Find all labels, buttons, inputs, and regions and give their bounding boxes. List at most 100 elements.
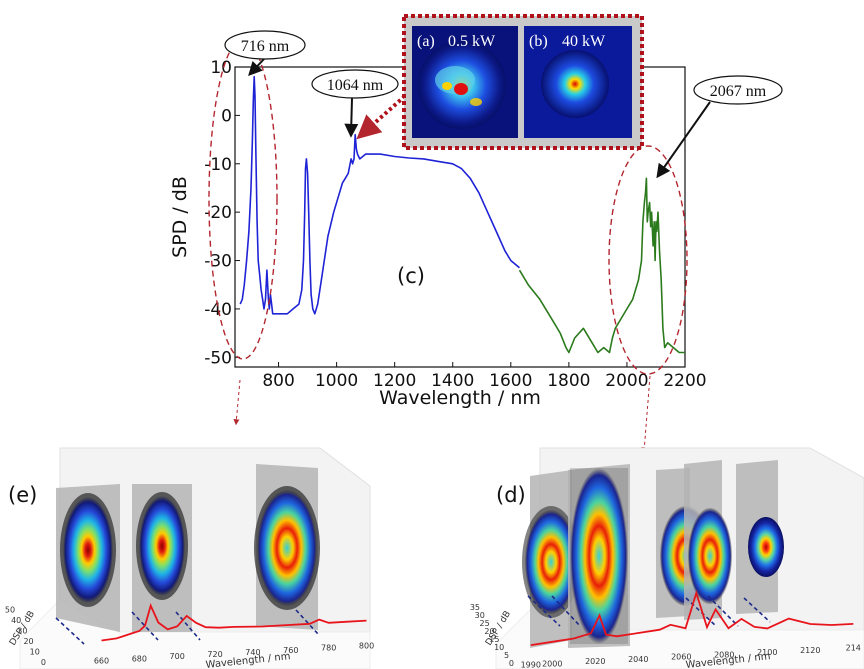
panel-d-dash-4 — [707, 595, 739, 627]
inset-a-hot-3 — [470, 98, 482, 106]
panel-d-y-tick-label: 10 — [494, 643, 504, 652]
panel-e-y-tick-label: 40 — [11, 616, 21, 625]
panel-d-3d-plot: 1990 2000 2020 2040 2060 2080 2100 2120 214 05101… — [470, 447, 864, 669]
main-axis-ticks: 800 1000 1200 1400 1600 1800 2000 2200 10 0 -10 -20… — [204, 58, 706, 391]
main-y-axis-label: SPD / dB — [169, 176, 191, 258]
main-y-tick-label: -40 — [204, 300, 232, 320]
main-series-group — [239, 75, 685, 354]
panel-e-x-tick-label: 660 — [94, 656, 109, 665]
panel-d-y-tick-label: 35 — [470, 603, 480, 612]
panel-e-beam-1 — [63, 497, 113, 603]
main-x-axis-label: Wavelength / nm — [379, 387, 541, 409]
panel-e-y-tick-label: 50 — [5, 605, 15, 614]
panel-e-y-tick-label: 10 — [30, 647, 40, 656]
panel-d-dash-1 — [527, 595, 561, 627]
panel-d-axis-ticks: 1990 2000 2020 2040 2060 2080 2100 2120 214 05101… — [470, 603, 861, 669]
inset-a-hot-2 — [442, 82, 452, 90]
panel-d-x-tick-label: 2060 — [671, 653, 691, 662]
panel-e-label: (e) — [8, 483, 37, 507]
annotation-1064-label: 1064 nm — [327, 77, 384, 94]
panel-d-x-tick-label: 2000 — [542, 659, 562, 668]
panel-d-y-tick-label: 0 — [509, 659, 514, 668]
panel-e-dash-2 — [131, 611, 159, 641]
panel-d-x-tick-label: 2100 — [757, 648, 777, 657]
main-spectrum-chart: 800 1000 1200 1400 1600 1800 2000 2200 10 0 -10 -20… — [169, 30, 783, 409]
panel-d-series-line-1 — [530, 589, 854, 646]
panel-e-x-tick-label: 720 — [207, 650, 222, 659]
panel-d-x-tick-label: 1990 — [521, 660, 541, 669]
panel-d-y-tick-label: 15 — [489, 635, 499, 644]
panel-e-dash-1 — [55, 617, 85, 645]
panel-e-x-tick-label: 740 — [245, 648, 260, 657]
panel-e-y-tick-label: 20 — [23, 637, 33, 646]
annotation-1064-arrow — [344, 97, 359, 138]
connector-right — [641, 375, 651, 454]
panel-label-c: (c) — [397, 264, 425, 288]
panel-e-x-tick-label: 780 — [321, 644, 336, 653]
connector-left — [233, 379, 241, 426]
annotation-716-label: 716 nm — [241, 38, 290, 55]
inset-a-label: (a) — [417, 33, 435, 50]
panel-d-label: (d) — [496, 483, 526, 507]
panel-e-series-line-1 — [101, 602, 367, 642]
annotation-716: 716 nm — [224, 30, 306, 77]
panel-d-x-tick-label: 2020 — [585, 657, 605, 666]
main-x-tick-label: 1600 — [489, 371, 532, 391]
main-series-line-2 — [518, 177, 685, 354]
inset-b-spot — [541, 50, 609, 118]
main-x-tick-label: 1800 — [547, 371, 590, 391]
panel-d-x-tick-label: 2120 — [800, 646, 820, 655]
panel-e-x-tick-label: 680 — [132, 654, 147, 663]
panel-d-dash-5 — [743, 597, 771, 623]
panel-e-x-tick-label: 800 — [359, 642, 374, 651]
panel-d-x-tick-label: 2040 — [628, 655, 648, 664]
panel-d-beam-1 — [525, 510, 577, 614]
dashed-ellipse-left — [208, 38, 278, 360]
panel-d-y-tick-label: 20 — [484, 627, 494, 636]
panel-d-x-tick-label: 214 — [846, 644, 861, 653]
panel-e-beam-2 — [139, 496, 185, 596]
panel-e-dash-4 — [295, 609, 319, 635]
main-x-tick-label: 800 — [262, 371, 294, 391]
panel-d-series-group — [530, 589, 854, 646]
panel-d-y-tick-label: 5 — [504, 651, 509, 660]
panel-d-x-tick-label: 2080 — [714, 650, 734, 659]
beam-profile-inset: (a) 0.5 kW (b) 40 kW — [402, 14, 644, 150]
main-x-tick-label: 1000 — [315, 371, 358, 391]
annotation-716-bubble — [224, 30, 306, 60]
main-y-tick-label: 0 — [221, 106, 232, 126]
inset-b-label: (b) — [529, 33, 548, 50]
annotation-1064-bubble — [311, 69, 399, 99]
panel-e-series-group — [101, 602, 367, 642]
inset-pointer-arrow — [356, 94, 407, 140]
panel-e-y-tick-label: 30 — [17, 626, 27, 635]
annotation-1064: 1064 nm — [311, 69, 399, 138]
panel-d-y-tick-label: 30 — [475, 611, 485, 620]
annotation-2067-label: 2067 nm — [710, 83, 767, 100]
panel-e-x-tick-label: 700 — [170, 652, 185, 661]
panel-e-beam-3 — [257, 490, 317, 606]
main-y-tick-label: -30 — [204, 252, 232, 272]
inset-a-hot — [454, 83, 468, 95]
panel-e-x-tick-label: 760 — [283, 646, 298, 655]
inset-a-value: 0.5 kW — [448, 33, 496, 50]
main-x-tick-label: 2000 — [605, 371, 648, 391]
annotation-2067-arrow — [656, 101, 711, 179]
annotation-2067-bubble — [693, 75, 783, 105]
panel-d-beam-4 — [688, 508, 732, 604]
dashed-ellipse-right — [608, 145, 688, 375]
panel-d-beam-5 — [748, 517, 784, 577]
main-series-line-1 — [239, 75, 521, 315]
main-x-tick-label: 1400 — [431, 371, 474, 391]
main-y-tick-label: 10 — [210, 58, 232, 78]
main-y-tick-label: -10 — [204, 155, 232, 175]
panel-e-y-tick-label: 0 — [41, 658, 46, 667]
main-y-tick-label: -50 — [204, 348, 232, 368]
panel-e-dash-3 — [175, 611, 201, 641]
main-y-tick-label: -20 — [204, 203, 232, 223]
main-x-tick-label: 2200 — [663, 371, 706, 391]
annotation-716-arrow — [248, 58, 265, 77]
